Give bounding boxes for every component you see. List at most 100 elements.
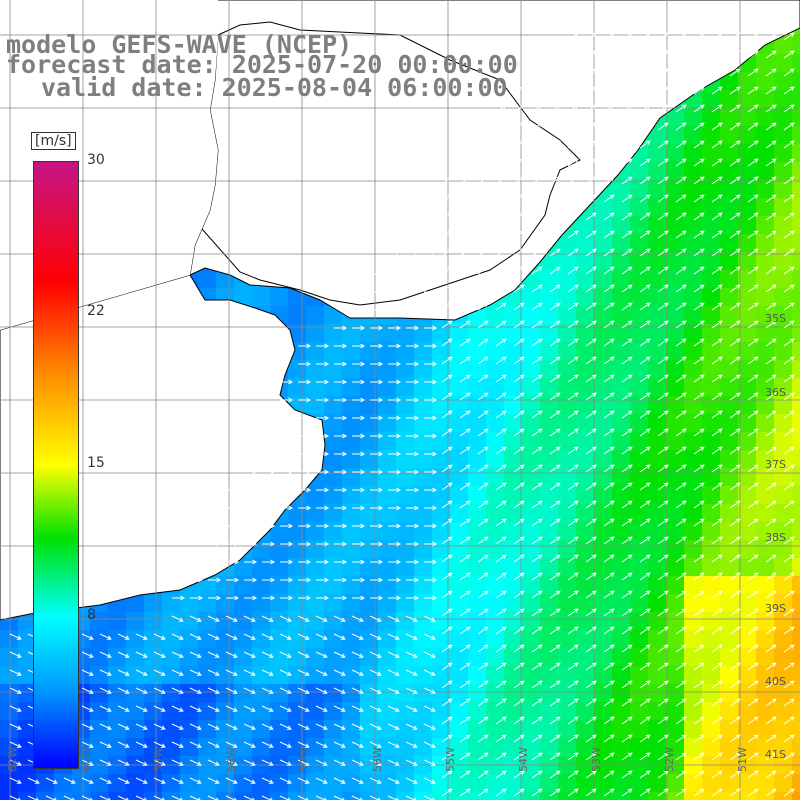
wind-arrow <box>27 795 39 800</box>
wind-arrow <box>639 356 651 365</box>
wind-cell <box>720 198 738 216</box>
wind-arrow <box>244 505 258 511</box>
lon-label: 57W <box>298 747 311 772</box>
wind-arrow <box>567 302 579 311</box>
wind-cell <box>666 522 684 540</box>
wind-cell <box>558 324 576 342</box>
wind-arrow <box>549 788 561 797</box>
wind-cell <box>234 738 252 756</box>
wind-cell <box>720 702 738 720</box>
wind-arrow <box>783 752 795 761</box>
wind-arrow <box>693 32 705 41</box>
wind-cell <box>612 594 630 612</box>
wind-cell <box>504 360 522 378</box>
wind-arrow <box>513 482 525 491</box>
wind-arrow <box>747 572 759 581</box>
wind-arrow <box>261 687 274 694</box>
wind-arrow <box>495 212 507 221</box>
wind-cell <box>648 144 666 162</box>
wind-cell <box>684 216 702 234</box>
wind-arrow <box>280 415 294 421</box>
wind-arrow <box>585 446 597 455</box>
wind-cell <box>558 450 576 468</box>
wind-cell <box>342 522 360 540</box>
wind-cell <box>414 792 432 800</box>
wind-arrow <box>190 577 204 583</box>
wind-arrow <box>387 759 400 766</box>
wind-cell <box>180 648 198 666</box>
wind-cell <box>414 558 432 576</box>
wind-arrow <box>567 662 579 671</box>
wind-cell <box>630 270 648 288</box>
wind-arrow <box>549 68 561 77</box>
wind-arrow <box>585 392 597 401</box>
wind-cell <box>18 702 36 720</box>
lon-label: 55W <box>444 747 457 772</box>
wind-cell <box>792 540 800 558</box>
wind-cell <box>378 630 396 648</box>
wind-arrow <box>783 626 795 635</box>
wind-arrow <box>711 500 723 509</box>
wind-arrow <box>405 795 417 800</box>
wind-cell <box>558 648 576 666</box>
wind-arrow <box>711 374 723 383</box>
wind-arrow <box>387 795 399 800</box>
wind-arrow <box>477 734 489 743</box>
wind-cell <box>774 396 792 414</box>
wind-arrow <box>352 541 366 547</box>
wind-arrow <box>675 662 687 671</box>
wind-cell <box>738 72 756 90</box>
wind-arrow <box>280 379 294 385</box>
wind-cell <box>756 468 774 486</box>
wind-cell <box>792 666 800 684</box>
wind-arrow <box>261 759 274 766</box>
wind-cell <box>648 360 666 378</box>
wind-arrow <box>244 559 258 565</box>
wind-arrow <box>441 590 453 599</box>
wind-arrow <box>711 86 723 95</box>
wind-arrow <box>765 482 777 491</box>
wind-arrow <box>370 505 384 511</box>
wind-arrow <box>495 464 507 473</box>
wind-arrow <box>388 271 402 277</box>
wind-arrow <box>765 158 777 167</box>
wind-cell <box>720 396 738 414</box>
wind-arrow <box>424 379 438 385</box>
wind-cell <box>522 324 540 342</box>
wind-arrow <box>531 104 543 113</box>
wind-arrow <box>603 392 615 401</box>
wind-arrow <box>675 644 687 653</box>
wind-arrow <box>225 705 238 712</box>
wind-cell <box>684 414 702 432</box>
wind-cell <box>216 648 234 666</box>
wind-cell <box>522 288 540 306</box>
wind-arrow <box>729 608 741 617</box>
wind-arrow <box>495 176 507 185</box>
wind-arrow <box>477 500 489 509</box>
wind-arrow <box>711 266 723 275</box>
wind-arrow <box>513 518 525 527</box>
wind-arrow <box>369 795 381 800</box>
wind-arrow <box>477 518 489 527</box>
wind-arrow <box>783 230 795 239</box>
wind-arrow <box>351 741 364 748</box>
wind-cell <box>594 666 612 684</box>
wind-arrow <box>711 320 723 329</box>
wind-arrow <box>370 397 384 403</box>
wind-cell <box>414 378 432 396</box>
wind-cell <box>468 504 486 522</box>
wind-arrow <box>351 777 364 784</box>
wind-arrow <box>495 428 507 437</box>
wind-cell <box>288 612 306 630</box>
wind-arrow <box>729 500 741 509</box>
wind-cell <box>594 414 612 432</box>
wind-arrow <box>711 428 723 437</box>
wind-arrow <box>513 104 525 113</box>
wind-cell <box>612 432 630 450</box>
wind-arrow <box>495 662 507 671</box>
wind-arrow <box>693 194 705 203</box>
wind-cell <box>450 540 468 558</box>
wind-arrow <box>603 716 615 725</box>
wind-arrow <box>729 752 741 761</box>
wind-cell <box>378 684 396 702</box>
